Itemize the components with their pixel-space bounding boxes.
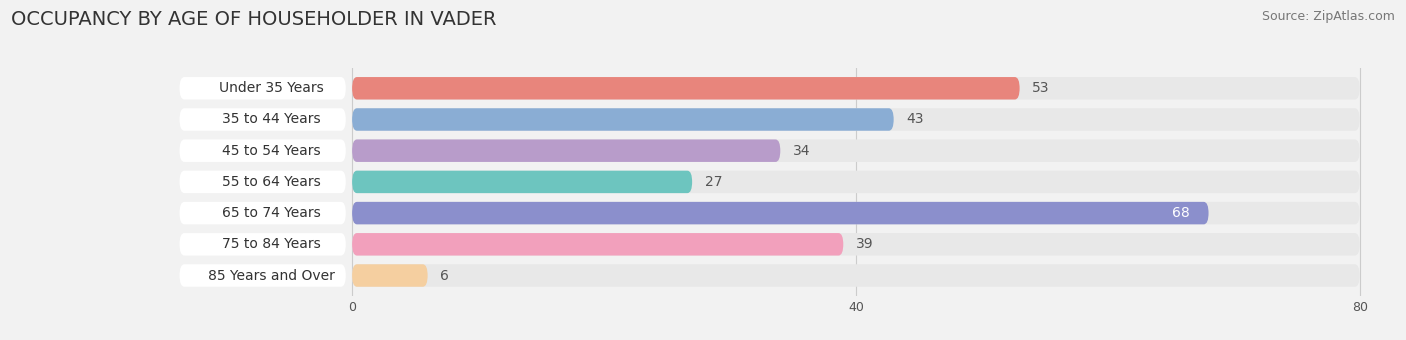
Text: 34: 34: [793, 144, 810, 158]
FancyBboxPatch shape: [180, 139, 346, 162]
FancyBboxPatch shape: [180, 233, 346, 256]
FancyBboxPatch shape: [352, 139, 1360, 162]
FancyBboxPatch shape: [352, 233, 844, 256]
Text: 65 to 74 Years: 65 to 74 Years: [222, 206, 321, 220]
FancyBboxPatch shape: [180, 77, 346, 100]
Text: 45 to 54 Years: 45 to 54 Years: [222, 144, 321, 158]
FancyBboxPatch shape: [352, 108, 894, 131]
Text: 6: 6: [440, 269, 449, 283]
Text: Source: ZipAtlas.com: Source: ZipAtlas.com: [1261, 10, 1395, 23]
Circle shape: [354, 79, 363, 98]
FancyBboxPatch shape: [352, 202, 1209, 224]
Circle shape: [354, 266, 363, 285]
Text: 39: 39: [856, 237, 873, 251]
Circle shape: [354, 235, 363, 254]
Text: 68: 68: [1173, 206, 1189, 220]
Text: 85 Years and Over: 85 Years and Over: [208, 269, 335, 283]
Circle shape: [354, 204, 363, 223]
FancyBboxPatch shape: [352, 264, 1360, 287]
Text: 27: 27: [704, 175, 723, 189]
Text: 75 to 84 Years: 75 to 84 Years: [222, 237, 321, 251]
FancyBboxPatch shape: [352, 108, 1360, 131]
FancyBboxPatch shape: [352, 171, 1360, 193]
FancyBboxPatch shape: [180, 108, 346, 131]
Text: 35 to 44 Years: 35 to 44 Years: [222, 113, 321, 126]
Text: 55 to 64 Years: 55 to 64 Years: [222, 175, 321, 189]
FancyBboxPatch shape: [180, 171, 346, 193]
FancyBboxPatch shape: [352, 202, 1360, 224]
Text: 53: 53: [1032, 81, 1050, 95]
FancyBboxPatch shape: [180, 264, 346, 287]
FancyBboxPatch shape: [352, 233, 1360, 256]
FancyBboxPatch shape: [352, 77, 1019, 100]
FancyBboxPatch shape: [180, 202, 346, 224]
Circle shape: [354, 172, 363, 191]
Circle shape: [354, 110, 363, 129]
Circle shape: [354, 141, 363, 160]
FancyBboxPatch shape: [352, 139, 780, 162]
FancyBboxPatch shape: [352, 264, 427, 287]
Text: OCCUPANCY BY AGE OF HOUSEHOLDER IN VADER: OCCUPANCY BY AGE OF HOUSEHOLDER IN VADER: [11, 10, 496, 29]
FancyBboxPatch shape: [352, 77, 1360, 100]
Text: 43: 43: [907, 113, 924, 126]
FancyBboxPatch shape: [352, 171, 692, 193]
Text: Under 35 Years: Under 35 Years: [218, 81, 323, 95]
